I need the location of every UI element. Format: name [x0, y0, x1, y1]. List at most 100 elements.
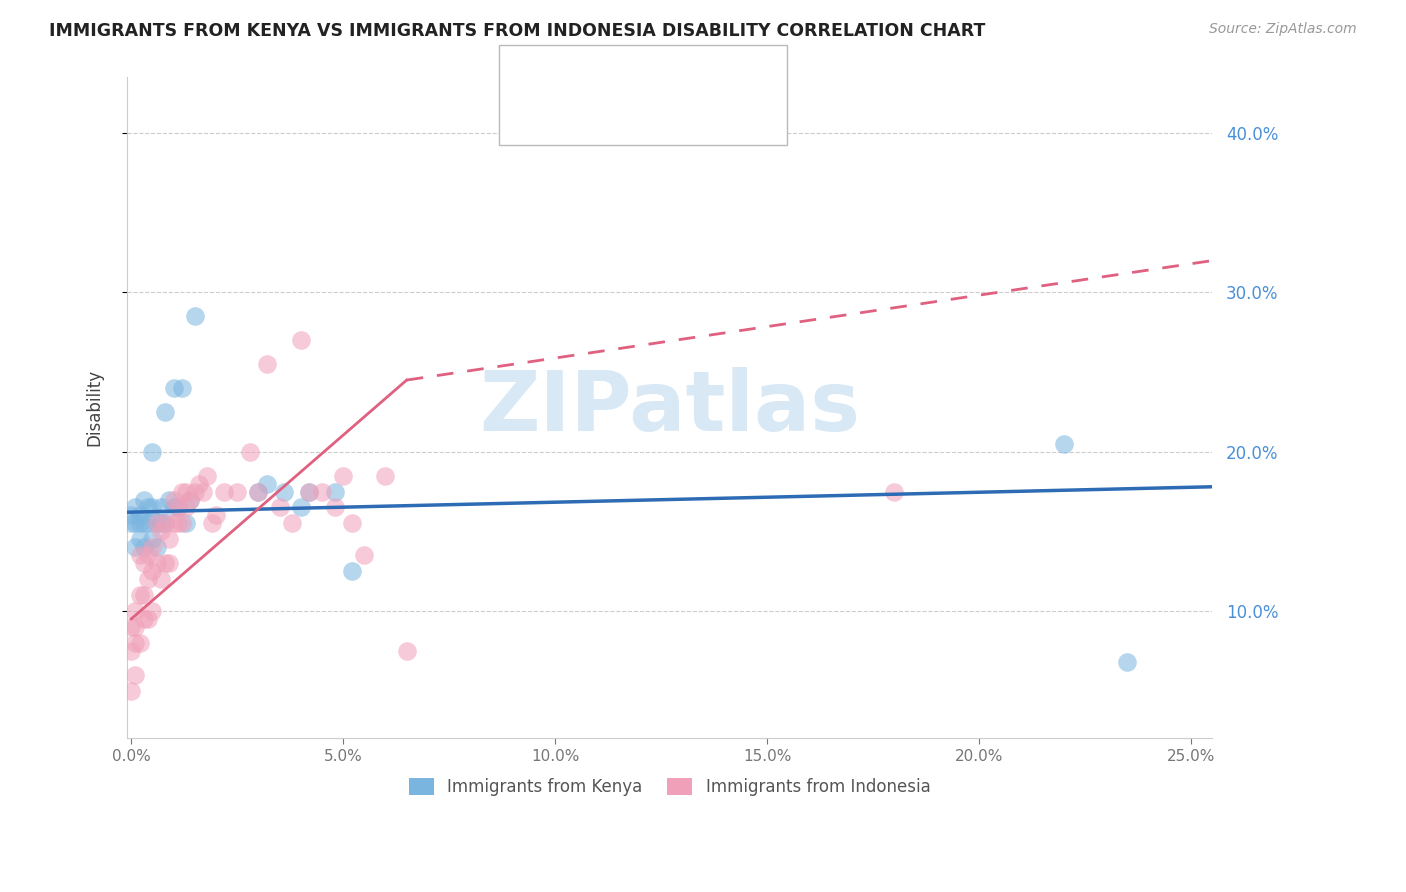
Point [166, 500, 188, 515]
Text: 0.105: 0.105 [589, 65, 641, 83]
Point [162, 516, 184, 531]
Point [124, 516, 146, 531]
Point [323, 500, 346, 515]
Point [374, 468, 396, 483]
Point [145, 516, 167, 531]
Point [340, 564, 363, 578]
Point [132, 541, 155, 555]
Point [136, 612, 159, 626]
Point [124, 667, 146, 681]
Point [281, 516, 304, 531]
Point [132, 492, 155, 507]
Point [162, 500, 184, 515]
Point [128, 516, 150, 531]
Point [141, 604, 163, 618]
Point [145, 556, 167, 570]
Point [166, 500, 188, 515]
Point [141, 444, 163, 458]
Point [124, 541, 146, 555]
Point [883, 484, 905, 499]
Point [205, 508, 228, 523]
Point [149, 524, 172, 539]
Y-axis label: Disability: Disability [86, 369, 103, 447]
Point [128, 588, 150, 602]
Point [132, 612, 155, 626]
Point [120, 644, 142, 658]
Point [162, 381, 184, 395]
Point [128, 548, 150, 562]
Text: R =: R = [558, 109, 595, 127]
Point [256, 476, 278, 491]
Point [124, 620, 146, 634]
Point [193, 484, 215, 499]
Text: 0.414: 0.414 [589, 109, 641, 127]
Point [239, 444, 262, 458]
Point [153, 516, 176, 531]
Point [145, 541, 167, 555]
Point [340, 516, 363, 531]
Point [141, 541, 163, 555]
Point [226, 484, 249, 499]
Point [132, 516, 155, 531]
Point [153, 405, 176, 419]
Point [247, 484, 270, 499]
Point [149, 516, 172, 531]
Point [124, 604, 146, 618]
Point [120, 516, 142, 531]
Point [269, 500, 291, 515]
Point [323, 484, 346, 499]
Point [132, 556, 155, 570]
Point [174, 500, 197, 515]
Point [141, 533, 163, 547]
Point [136, 548, 159, 562]
Point [149, 572, 172, 586]
Point [153, 556, 176, 570]
Point [395, 644, 418, 658]
Point [174, 484, 197, 499]
Point [188, 476, 211, 491]
Point [120, 620, 142, 634]
Point [141, 564, 163, 578]
Point [184, 484, 207, 499]
Point [256, 357, 278, 371]
Point [128, 508, 150, 523]
Point [311, 484, 333, 499]
Point [124, 636, 146, 650]
Point [145, 516, 167, 531]
Point [298, 484, 321, 499]
Point [149, 500, 172, 515]
Point [157, 492, 180, 507]
Point [273, 484, 295, 499]
Point [184, 310, 207, 324]
Point [166, 516, 188, 531]
Text: N =: N = [636, 109, 688, 127]
Point [197, 468, 219, 483]
Text: Source: ZipAtlas.com: Source: ZipAtlas.com [1209, 22, 1357, 37]
Point [290, 333, 312, 347]
Point [332, 468, 354, 483]
Point [132, 588, 155, 602]
Text: ZIPatlas: ZIPatlas [479, 368, 860, 449]
Point [128, 636, 150, 650]
Text: IMMIGRANTS FROM KENYA VS IMMIGRANTS FROM INDONESIA DISABILITY CORRELATION CHART: IMMIGRANTS FROM KENYA VS IMMIGRANTS FROM… [49, 22, 986, 40]
Point [179, 492, 201, 507]
Text: 39: 39 [682, 65, 706, 83]
Text: 59: 59 [682, 109, 704, 127]
Point [247, 484, 270, 499]
Point [214, 484, 236, 499]
Point [201, 516, 224, 531]
Point [1053, 436, 1076, 450]
Point [179, 492, 201, 507]
Point [153, 516, 176, 531]
Point [136, 516, 159, 531]
Point [174, 516, 197, 531]
Point [157, 533, 180, 547]
Point [141, 500, 163, 515]
Point [170, 381, 193, 395]
Point [170, 516, 193, 531]
Point [120, 683, 142, 698]
Legend: Immigrants from Kenya, Immigrants from Indonesia: Immigrants from Kenya, Immigrants from I… [402, 772, 936, 803]
Text: N =: N = [636, 65, 688, 83]
Point [128, 533, 150, 547]
Point [1116, 655, 1139, 669]
